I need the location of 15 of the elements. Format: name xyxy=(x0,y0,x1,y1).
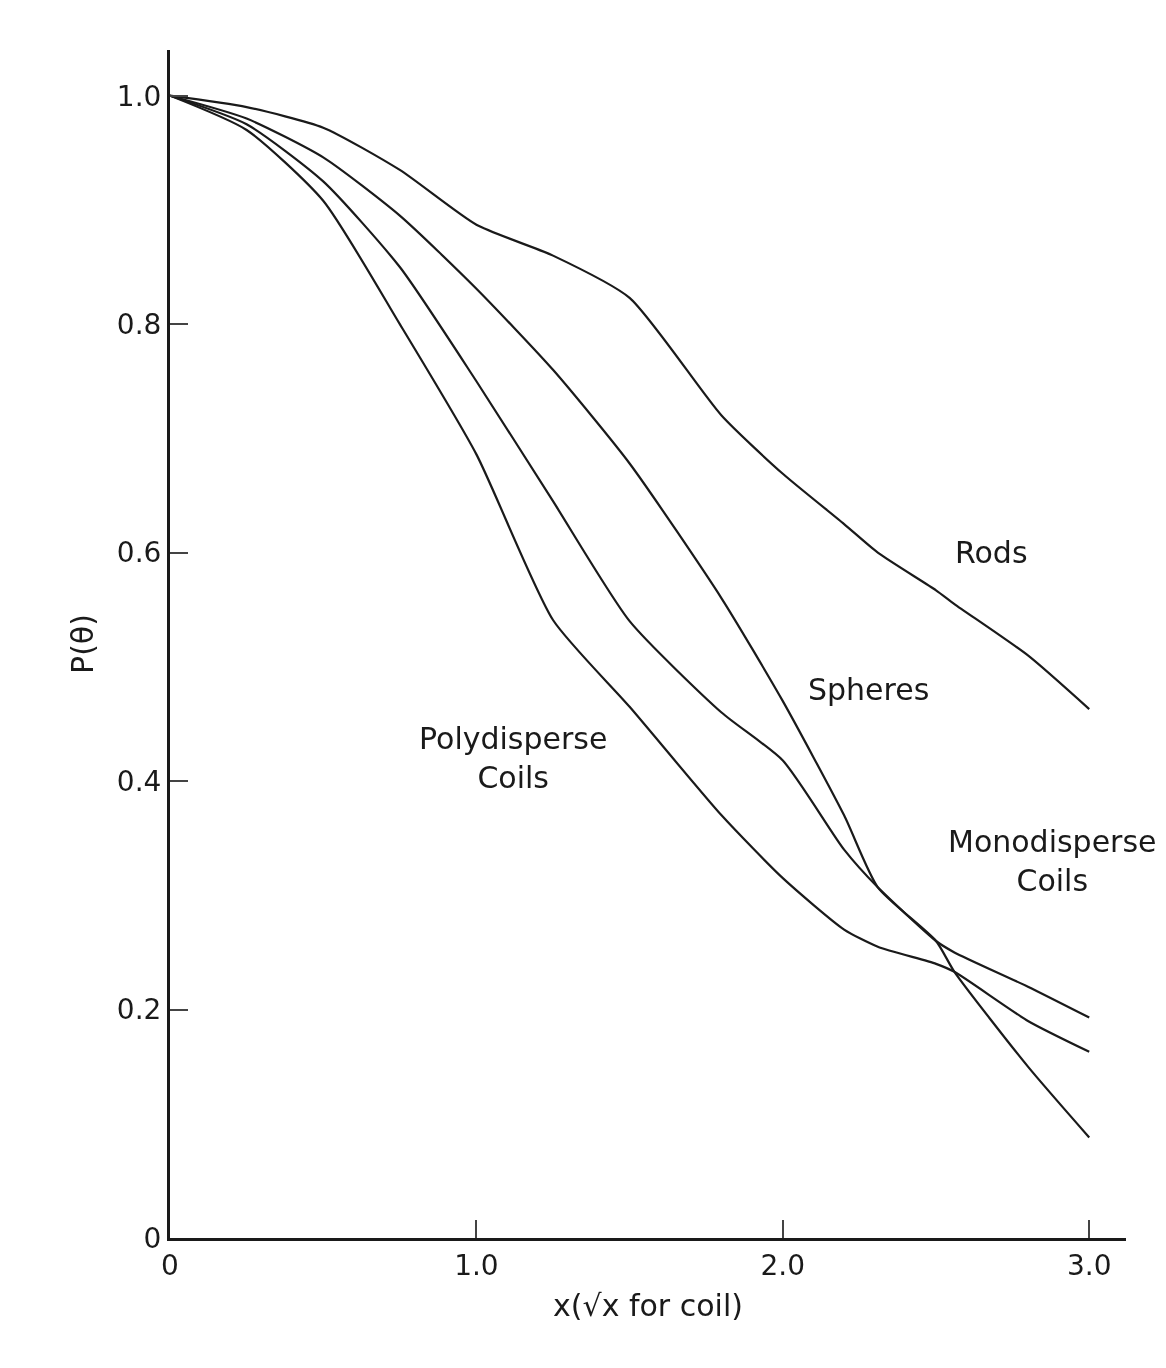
series-label: Monodisperse Coils xyxy=(948,824,1157,898)
y-tick-label: 0.2 xyxy=(116,993,162,1027)
y-tick-label: 0.6 xyxy=(116,536,162,570)
x-tick-label: 2.0 xyxy=(760,1248,806,1282)
y-tick-label: 0.8 xyxy=(116,307,162,341)
y-tick-label: 0 xyxy=(143,1221,162,1255)
y-tick-label: 0.4 xyxy=(116,764,162,798)
series-label: Spheres xyxy=(808,672,930,707)
x-tick-label: 3.0 xyxy=(1066,1248,1112,1282)
x-axis-title: x(√x for coil) xyxy=(553,1288,743,1324)
y-axis-title: P(θ) xyxy=(64,614,100,674)
series-label: Rods xyxy=(955,535,1028,570)
series-label: Polydisperse Coils xyxy=(419,721,608,795)
y-tick-label: 1.0 xyxy=(116,79,162,113)
x-tick-label: 1.0 xyxy=(454,1248,499,1282)
